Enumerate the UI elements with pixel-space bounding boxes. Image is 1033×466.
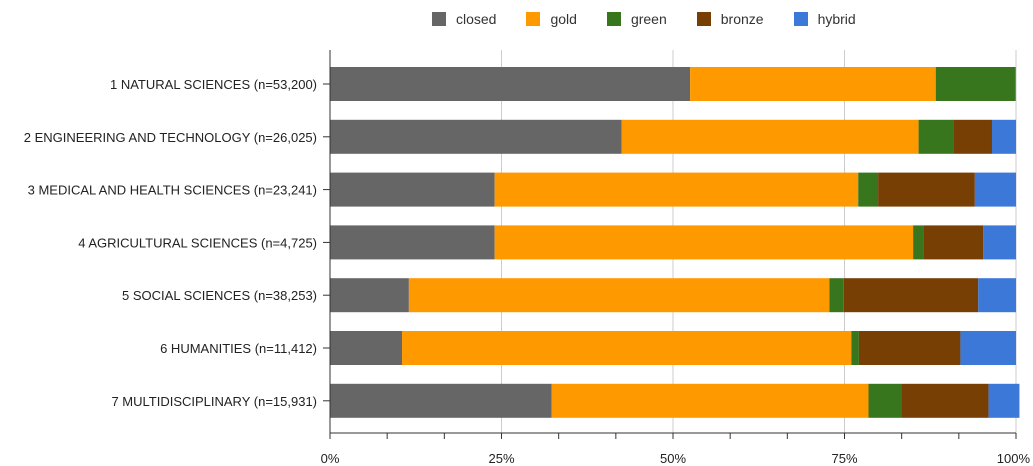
- bar-closed: [330, 172, 495, 207]
- legend-label: bronze: [720, 11, 764, 27]
- bar-green: [935, 67, 1016, 101]
- legend: closed gold green bronze hybrid: [432, 11, 856, 27]
- legend-item-bronze: bronze: [696, 11, 764, 27]
- x-tick-label: 0%: [321, 451, 340, 466]
- bar-gold: [402, 331, 852, 365]
- bar-green: [868, 383, 902, 418]
- bar-green: [829, 278, 844, 313]
- bar-hybrid: [978, 278, 1016, 313]
- y-tick-label: 5 SOCIAL SCIENCES (n=38,253): [122, 288, 317, 303]
- y-tick-label: 3 MEDICAL AND HEALTH SCIENCES (n=23,241): [28, 183, 317, 198]
- bar-bronze: [878, 172, 975, 207]
- bar-hybrid: [1015, 67, 1016, 101]
- y-tick-label: 7 MULTIDISCIPLINARY (n=15,931): [111, 394, 317, 409]
- x-tick-label: 100%: [997, 451, 1031, 466]
- legend-label: green: [630, 11, 667, 27]
- bar-hybrid: [988, 383, 1020, 418]
- legend-swatch: [606, 12, 621, 26]
- bar-gold: [408, 278, 830, 313]
- bar-hybrid: [974, 172, 1016, 207]
- bar-green: [913, 225, 924, 260]
- bar-green: [851, 331, 859, 365]
- y-tick-label: 2 ENGINEERING AND TECHNOLOGY (n=26,025): [24, 130, 317, 145]
- bar-bronze: [858, 331, 961, 365]
- bar-bronze: [843, 278, 979, 313]
- bar-bronze: [901, 383, 989, 418]
- x-tick-label: 50%: [660, 451, 686, 466]
- bar-gold: [621, 119, 919, 154]
- bar-bronze: [923, 225, 984, 260]
- bar-closed: [330, 278, 409, 313]
- bar-hybrid: [991, 119, 1016, 154]
- legend-item-hybrid: hybrid: [793, 11, 856, 27]
- x-tick-label: 25%: [488, 451, 514, 466]
- legend-label: hybrid: [817, 11, 856, 27]
- x-tick-label: 75%: [831, 451, 857, 466]
- y-tick-label: 1 NATURAL SCIENCES (n=53,200): [110, 77, 317, 92]
- y-tick-label: 6 HUMANITIES (n=11,412): [160, 341, 317, 356]
- bar-closed: [330, 331, 403, 365]
- legend-swatch: [696, 12, 711, 26]
- bar-hybrid: [983, 225, 1016, 260]
- bar-closed: [330, 67, 691, 101]
- bar-green: [858, 172, 879, 207]
- legend-item-gold: gold: [526, 11, 577, 27]
- bar-gold: [690, 67, 936, 101]
- bar-closed: [330, 119, 622, 154]
- legend-swatch: [793, 12, 808, 26]
- bar-bronze: [953, 119, 992, 154]
- bar-closed: [330, 383, 552, 418]
- bar-gold: [551, 383, 869, 418]
- legend-swatch: [432, 12, 446, 26]
- legend-label: gold: [550, 11, 577, 27]
- legend-swatch: [526, 12, 541, 26]
- bar-green: [918, 119, 954, 154]
- legend-item-closed: closed: [432, 11, 496, 27]
- bar-gold: [494, 225, 914, 260]
- bar-gold: [494, 172, 859, 207]
- legend-label: closed: [456, 11, 497, 27]
- y-tick-label: 4 AGRICULTURAL SCIENCES (n=4,725): [78, 235, 317, 250]
- bar-hybrid: [960, 331, 1016, 365]
- legend-item-green: green: [606, 11, 667, 27]
- bar-closed: [330, 225, 495, 260]
